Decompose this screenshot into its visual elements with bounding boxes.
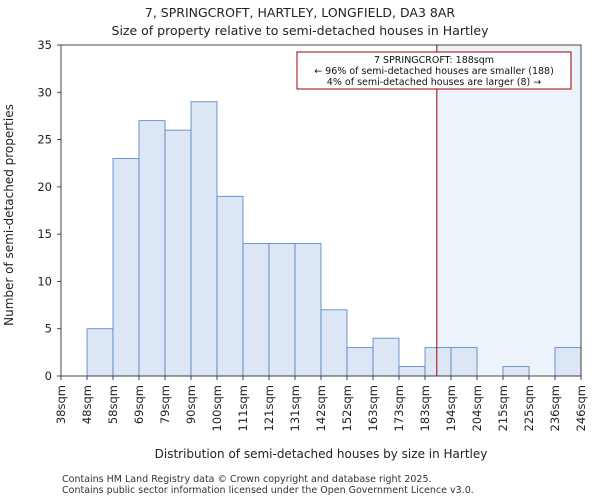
y-tick-label: 5: [45, 322, 52, 336]
y-tick-label: 15: [37, 227, 52, 241]
x-tick-label: 152sqm: [340, 385, 354, 431]
y-tick-label: 0: [45, 369, 52, 383]
x-ticks-group: 38sqm 48sqm 58sqm 69sqm 79sqm 90sqm 100sqm 111s…: [54, 376, 588, 431]
annotation-line-2: ← 96% of semi-detached houses are smalle…: [314, 66, 554, 77]
bar-121sqm: [268, 243, 296, 377]
x-tick-label: 142sqm: [314, 385, 328, 431]
x-tick-label: 131sqm: [288, 385, 302, 431]
annotation-line-1: 7 SPRINGCROFT: 188sqm: [374, 55, 494, 66]
y-ticks-group: 0 5 10 15 20 25 30 35: [37, 38, 61, 383]
bar-131sqm: [294, 243, 322, 377]
bar-173sqm: [398, 366, 426, 377]
x-tick-label: 90sqm: [184, 385, 198, 424]
x-tick-label: 183sqm: [418, 385, 432, 431]
annotation-line-3: 4% of semi-detached houses are larger (8…: [327, 77, 541, 88]
bar-69sqm: [138, 120, 166, 377]
bar-111sqm: [242, 243, 270, 377]
x-tick-label: 163sqm: [366, 385, 380, 431]
footer: Contains HM Land Registry data © Crown c…: [62, 474, 474, 496]
bars-group: [86, 101, 582, 377]
bar-183sqm: [424, 347, 452, 377]
highlight-area: [436, 45, 581, 376]
bar-152sqm: [346, 347, 374, 377]
x-axis-label: Distribution of semi-detached houses by …: [155, 447, 488, 461]
x-tick-label: 58sqm: [106, 385, 120, 424]
x-tick-label: 194sqm: [444, 385, 458, 431]
y-tick-label: 25: [37, 133, 52, 147]
x-tick-label: 69sqm: [132, 385, 146, 424]
x-tick-label: 225sqm: [522, 385, 536, 431]
x-tick-label: 215sqm: [496, 385, 510, 431]
bar-100sqm: [216, 195, 244, 377]
chart-title-block: 7, SPRINGCROFT, HARTLEY, LONGFIELD, DA3 …: [0, 0, 600, 40]
x-tick-label: 100sqm: [210, 385, 224, 431]
x-tick-label: 246sqm: [574, 385, 588, 431]
x-tick-label: 173sqm: [392, 385, 406, 431]
y-axis-label: Number of semi-detached properties: [2, 104, 16, 326]
x-tick-label: 48sqm: [80, 385, 94, 424]
footer-line-1: Contains HM Land Registry data © Crown c…: [62, 474, 432, 485]
larger-region-highlight: [436, 45, 581, 376]
x-tick-label: 236sqm: [548, 385, 562, 431]
chart-title: 7, SPRINGCROFT, HARTLEY, LONGFIELD, DA3 …: [144, 5, 456, 20]
bar-142sqm: [320, 309, 348, 377]
x-tick-label: 111sqm: [236, 385, 250, 431]
bar-58sqm: [112, 158, 140, 377]
x-tick-label: 38sqm: [54, 385, 68, 424]
bar-236sqm: [554, 347, 582, 377]
y-tick-label: 30: [37, 85, 52, 99]
y-tick-label: 35: [37, 38, 52, 52]
footer-line-2: Contains public sector information licen…: [62, 485, 474, 496]
x-tick-label: 204sqm: [470, 385, 484, 431]
x-tick-label: 121sqm: [262, 385, 276, 431]
y-tick-label: 20: [37, 180, 52, 194]
x-tick-label: 79sqm: [158, 385, 172, 424]
bar-215sqm: [502, 366, 530, 377]
bar-48sqm: [86, 328, 114, 377]
bar-194sqm: [450, 347, 478, 377]
bar-79sqm: [164, 129, 192, 377]
bar-90sqm: [190, 101, 218, 377]
chart-subtitle: Size of property relative to semi-detach…: [111, 23, 489, 38]
annotation-box: 7 SPRINGCROFT: 188sqm ← 96% of semi-deta…: [296, 51, 572, 90]
bar-163sqm: [372, 337, 400, 377]
y-tick-label: 10: [37, 274, 52, 288]
